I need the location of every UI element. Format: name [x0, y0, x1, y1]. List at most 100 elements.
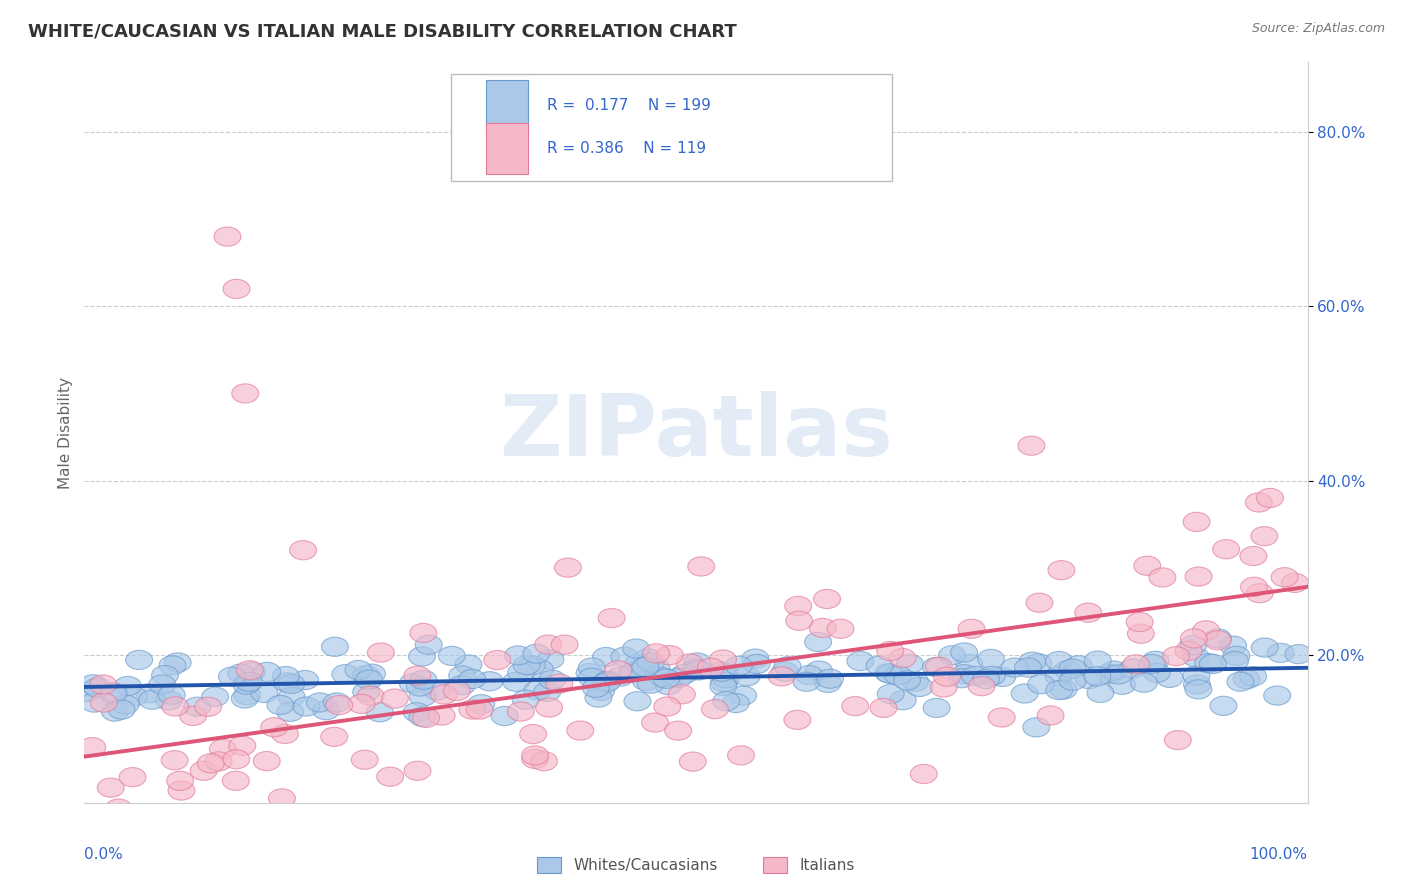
Ellipse shape [648, 667, 675, 687]
Ellipse shape [889, 690, 917, 710]
Ellipse shape [139, 690, 166, 709]
Ellipse shape [1126, 613, 1153, 632]
Ellipse shape [1185, 567, 1212, 586]
Ellipse shape [1059, 659, 1085, 678]
Ellipse shape [184, 698, 211, 716]
Ellipse shape [1101, 661, 1128, 680]
Ellipse shape [449, 675, 475, 695]
Ellipse shape [567, 721, 593, 740]
Ellipse shape [1233, 670, 1260, 689]
Ellipse shape [519, 656, 546, 675]
Ellipse shape [290, 541, 316, 560]
Ellipse shape [827, 619, 853, 639]
Ellipse shape [538, 670, 565, 690]
Ellipse shape [1199, 655, 1226, 673]
Ellipse shape [624, 691, 651, 711]
Ellipse shape [713, 669, 740, 688]
Ellipse shape [162, 750, 188, 770]
Ellipse shape [679, 752, 706, 772]
Ellipse shape [1084, 651, 1111, 670]
Ellipse shape [1066, 656, 1092, 675]
Ellipse shape [1211, 697, 1237, 715]
Ellipse shape [623, 639, 650, 658]
Ellipse shape [97, 778, 124, 797]
Ellipse shape [267, 696, 294, 714]
Ellipse shape [352, 750, 378, 769]
Text: 100.0%: 100.0% [1250, 847, 1308, 863]
Ellipse shape [578, 658, 606, 677]
Ellipse shape [236, 661, 263, 680]
Ellipse shape [112, 695, 139, 714]
Ellipse shape [683, 653, 711, 672]
Ellipse shape [643, 644, 669, 663]
Ellipse shape [962, 666, 988, 686]
Ellipse shape [688, 557, 714, 576]
Ellipse shape [190, 761, 217, 780]
Ellipse shape [404, 703, 430, 722]
Text: Source: ZipAtlas.com: Source: ZipAtlas.com [1251, 22, 1385, 36]
Ellipse shape [814, 673, 841, 692]
Ellipse shape [120, 768, 146, 787]
Ellipse shape [465, 700, 494, 719]
Ellipse shape [713, 691, 740, 711]
Ellipse shape [356, 670, 382, 690]
Ellipse shape [709, 662, 735, 681]
Ellipse shape [332, 665, 359, 684]
Text: R = 0.386    N = 119: R = 0.386 N = 119 [547, 141, 706, 156]
Ellipse shape [149, 675, 176, 694]
Ellipse shape [508, 702, 534, 721]
Ellipse shape [671, 665, 699, 683]
Ellipse shape [534, 635, 561, 654]
Ellipse shape [877, 684, 904, 704]
Ellipse shape [1212, 540, 1240, 558]
Ellipse shape [607, 667, 634, 686]
Ellipse shape [1019, 652, 1046, 672]
Ellipse shape [1045, 666, 1071, 686]
Ellipse shape [167, 780, 195, 800]
Ellipse shape [637, 653, 664, 673]
Ellipse shape [508, 663, 534, 682]
Ellipse shape [522, 746, 548, 765]
Ellipse shape [218, 667, 246, 686]
Ellipse shape [1205, 629, 1232, 648]
Ellipse shape [273, 666, 299, 686]
Ellipse shape [950, 665, 977, 684]
Ellipse shape [772, 662, 799, 681]
Ellipse shape [1046, 681, 1073, 699]
Ellipse shape [806, 661, 832, 680]
Ellipse shape [1175, 641, 1202, 660]
Ellipse shape [1182, 512, 1211, 532]
Ellipse shape [1095, 665, 1123, 683]
Ellipse shape [349, 694, 375, 714]
Ellipse shape [409, 687, 436, 706]
Ellipse shape [79, 738, 105, 756]
Ellipse shape [292, 697, 319, 716]
Ellipse shape [307, 693, 333, 712]
Ellipse shape [1028, 674, 1054, 694]
Ellipse shape [222, 749, 250, 769]
Ellipse shape [969, 677, 995, 696]
Ellipse shape [1156, 668, 1184, 688]
Ellipse shape [236, 673, 263, 691]
Ellipse shape [652, 669, 679, 689]
Ellipse shape [593, 673, 620, 692]
Ellipse shape [702, 699, 728, 719]
Ellipse shape [785, 597, 811, 615]
Ellipse shape [233, 675, 260, 694]
Text: WHITE/CAUCASIAN VS ITALIAN MALE DISABILITY CORRELATION CHART: WHITE/CAUCASIAN VS ITALIAN MALE DISABILI… [28, 22, 737, 40]
Ellipse shape [1059, 671, 1085, 690]
Ellipse shape [939, 646, 966, 665]
Ellipse shape [100, 682, 127, 702]
Ellipse shape [637, 674, 664, 693]
Ellipse shape [83, 807, 110, 826]
Ellipse shape [685, 661, 711, 680]
Ellipse shape [239, 662, 266, 681]
Ellipse shape [588, 681, 614, 700]
Ellipse shape [595, 672, 621, 690]
Ellipse shape [484, 650, 510, 670]
Ellipse shape [730, 686, 756, 706]
Ellipse shape [524, 681, 551, 700]
Ellipse shape [725, 657, 752, 675]
Text: Italians: Italians [800, 858, 855, 873]
Ellipse shape [1219, 636, 1247, 655]
